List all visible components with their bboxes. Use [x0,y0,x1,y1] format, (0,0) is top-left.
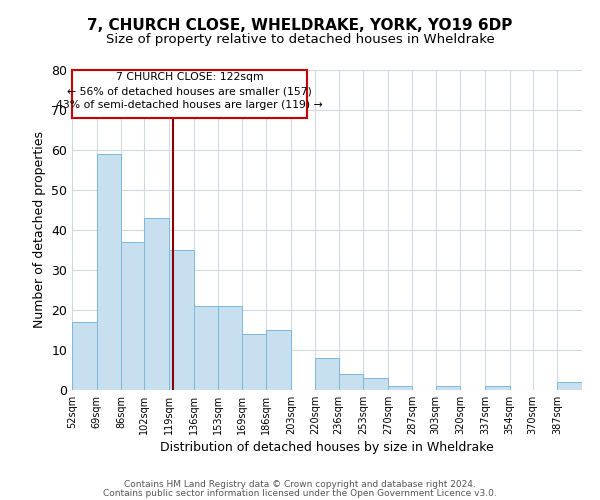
FancyBboxPatch shape [72,70,307,118]
Bar [97,154,121,390]
X-axis label: Distribution of detached houses by size in Wheldrake: Distribution of detached houses by size … [160,441,494,454]
Bar [145,218,169,390]
Text: Contains HM Land Registry data © Crown copyright and database right 2024.: Contains HM Land Registry data © Crown c… [124,480,476,489]
Bar [72,322,97,390]
Bar [316,358,338,390]
Bar [436,386,460,390]
Bar [266,330,291,390]
Bar [388,386,412,390]
Y-axis label: Number of detached properties: Number of detached properties [32,132,46,328]
Bar [242,334,266,390]
Text: Contains public sector information licensed under the Open Government Licence v3: Contains public sector information licen… [103,489,497,498]
Bar [218,306,242,390]
Bar [169,250,194,390]
Bar [485,386,509,390]
Bar [121,242,145,390]
Text: 7, CHURCH CLOSE, WHELDRAKE, YORK, YO19 6DP: 7, CHURCH CLOSE, WHELDRAKE, YORK, YO19 6… [88,18,512,32]
Bar [557,382,582,390]
Text: Size of property relative to detached houses in Wheldrake: Size of property relative to detached ho… [106,32,494,46]
Text: 7 CHURCH CLOSE: 122sqm
← 56% of detached houses are smaller (157)
43% of semi-de: 7 CHURCH CLOSE: 122sqm ← 56% of detached… [56,72,323,110]
Bar [363,378,388,390]
Bar [194,306,218,390]
Bar [338,374,363,390]
